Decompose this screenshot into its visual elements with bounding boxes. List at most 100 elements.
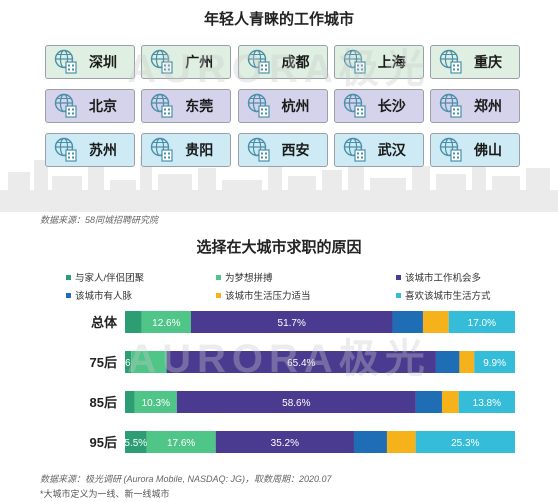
bar-segment — [125, 431, 147, 453]
globe-building-icon — [54, 137, 78, 163]
stacked-bar-chart: 总体 12.6% 51.7% 17.0% 75后 8.6% 65.4% 9.9% 85后 10.3… — [90, 311, 515, 453]
bar-segment — [415, 431, 515, 453]
legend-item: 与家人/伴侣团聚 — [66, 270, 144, 284]
legend-swatch — [66, 274, 71, 280]
city-card: 佛山 — [430, 133, 520, 167]
bar-segment — [176, 391, 416, 413]
bar-segment — [441, 391, 459, 413]
city-card: 成都 — [237, 45, 328, 79]
city-card: 杭州 — [237, 89, 328, 123]
city-name: 北京 — [89, 98, 117, 114]
city-grid: 深圳 广州 成都 上海 重庆 北京 东莞 — [45, 45, 520, 177]
data-label: 13.8% — [473, 398, 501, 409]
globe-building-icon — [439, 93, 463, 119]
city-name: 佛山 — [474, 142, 502, 158]
legend-label: 与家人/伴侣团聚 — [75, 273, 145, 284]
bar-segment — [459, 351, 475, 373]
city-skyline-graphic — [0, 156, 558, 212]
legend-swatch — [216, 292, 221, 298]
city-name: 广州 — [185, 54, 214, 70]
legend-swatch — [396, 274, 401, 280]
city-name: 贵阳 — [185, 142, 214, 158]
city-card: 苏州 — [45, 133, 135, 167]
globe-building-icon — [247, 93, 271, 119]
globe-building-icon — [150, 137, 174, 163]
data-label: 58.6% — [282, 398, 310, 409]
data-label: 25.3% — [451, 438, 479, 449]
legend-label: 该城市工作机会多 — [405, 273, 482, 284]
bar-segment — [422, 311, 449, 333]
city-card: 东莞 — [141, 89, 232, 123]
city-name: 成都 — [281, 54, 310, 70]
legend-item: 该城市工作机会多 — [396, 270, 481, 284]
bar-segment — [166, 351, 436, 373]
globe-building-icon — [54, 93, 78, 119]
city-card: 北京 — [45, 89, 135, 123]
city-card: 深圳 — [45, 45, 135, 79]
city-name: 西安 — [281, 142, 310, 158]
globe-building-icon — [247, 137, 271, 163]
legend-item: 为梦想拼搏 — [216, 270, 273, 284]
city-name: 上海 — [377, 54, 406, 70]
city-card: 西安 — [237, 133, 328, 167]
category-label: 85后 — [90, 395, 117, 410]
legend-swatch — [216, 274, 221, 280]
globe-building-icon — [150, 49, 174, 75]
bar-segment — [190, 311, 393, 333]
bar-segment — [435, 351, 460, 373]
city-name: 苏州 — [89, 142, 117, 158]
bar-segment — [125, 391, 135, 413]
city-card: 广州 — [141, 45, 232, 79]
data-label: 5.5% — [124, 438, 147, 449]
city-row: 苏州 贵阳 西安 武汉 佛山 — [45, 133, 520, 167]
bar-segment — [146, 431, 216, 453]
legend-item: 该城市有人脉 — [66, 288, 132, 302]
legend-label: 该城市生活压力适当 — [225, 291, 311, 302]
category-label: 总体 — [91, 315, 118, 330]
city-card: 长沙 — [333, 89, 424, 123]
data-label: 8.6% — [117, 358, 140, 369]
city-name: 东莞 — [185, 98, 214, 114]
globe-building-icon — [343, 93, 367, 119]
footnote: *大城市定义为一线、新一线城市 — [40, 489, 170, 499]
bar-segment — [474, 351, 515, 373]
globe-building-icon — [343, 49, 367, 75]
chart-title: 选择在大城市求职的原因 — [196, 239, 362, 256]
cities-title: 年轻人青睐的工作城市 — [203, 11, 354, 28]
globe-building-icon — [343, 137, 367, 163]
city-name: 重庆 — [474, 54, 502, 70]
data-label: 17.0% — [468, 318, 496, 329]
city-card: 武汉 — [333, 133, 424, 167]
globe-building-icon — [54, 49, 78, 75]
data-label: 12.6% — [152, 318, 180, 329]
bar-segment — [125, 311, 142, 333]
city-name: 长沙 — [377, 98, 406, 114]
data-label: 10.3% — [142, 398, 170, 409]
city-card: 上海 — [333, 45, 424, 79]
bar-segment — [125, 351, 132, 373]
category-label: 95后 — [90, 435, 117, 450]
data-label: 35.2% — [271, 438, 299, 449]
bar-segment — [458, 391, 515, 413]
bar-segment — [448, 311, 515, 333]
legend-swatch — [396, 292, 401, 298]
city-name: 郑州 — [474, 98, 502, 114]
bar-segment — [134, 391, 177, 413]
bar-segment — [353, 431, 387, 453]
city-name: 深圳 — [89, 54, 117, 70]
bar-segment — [415, 391, 442, 413]
bar-segment — [392, 311, 423, 333]
bar-segment — [386, 431, 416, 453]
city-card: 重庆 — [430, 45, 520, 79]
data-label: 51.7% — [278, 318, 306, 329]
city-card: 贵阳 — [141, 133, 232, 167]
cities-source-note: 数据来源：58同城招聘研究院 — [40, 215, 159, 225]
city-name: 武汉 — [377, 142, 406, 158]
bar-segment — [141, 311, 191, 333]
legend-label: 喜欢该城市生活方式 — [405, 291, 491, 302]
city-row: 深圳 广州 成都 上海 重庆 — [45, 45, 520, 79]
bar-segment — [131, 351, 167, 373]
city-card: 郑州 — [430, 89, 520, 123]
legend-swatch — [66, 292, 71, 298]
globe-building-icon — [247, 49, 271, 75]
